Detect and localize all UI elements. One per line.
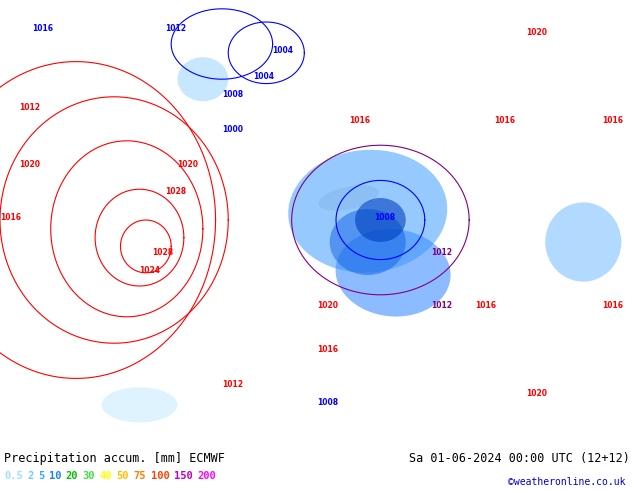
- Ellipse shape: [288, 150, 447, 272]
- Text: 100: 100: [150, 471, 169, 481]
- Text: 1012: 1012: [165, 24, 186, 33]
- Text: 50: 50: [117, 471, 129, 481]
- Text: 1020: 1020: [526, 28, 547, 37]
- Ellipse shape: [545, 202, 621, 282]
- Text: 150: 150: [174, 471, 193, 481]
- Text: 1016: 1016: [495, 116, 515, 125]
- Text: 200: 200: [198, 471, 216, 481]
- Ellipse shape: [330, 209, 406, 275]
- Text: 1020: 1020: [526, 389, 547, 398]
- Text: 1008: 1008: [374, 213, 395, 222]
- Text: 1012: 1012: [222, 380, 243, 389]
- Text: 1004: 1004: [254, 72, 275, 81]
- Text: 0.5: 0.5: [4, 471, 23, 481]
- Text: 1012: 1012: [431, 301, 452, 310]
- Text: 1028: 1028: [152, 248, 173, 257]
- Text: Precipitation accum. [mm] ECMWF: Precipitation accum. [mm] ECMWF: [4, 452, 225, 465]
- Text: 30: 30: [82, 471, 95, 481]
- Text: 1012: 1012: [431, 248, 452, 257]
- Text: 1020: 1020: [178, 160, 198, 169]
- Text: 1020: 1020: [19, 160, 40, 169]
- Text: 1016: 1016: [602, 301, 623, 310]
- Text: 20: 20: [65, 471, 78, 481]
- Text: 1008: 1008: [222, 90, 243, 99]
- Text: 1008: 1008: [317, 398, 338, 407]
- Text: 1016: 1016: [602, 116, 623, 125]
- Text: ©weatheronline.co.uk: ©weatheronline.co.uk: [508, 477, 626, 487]
- Text: 75: 75: [134, 471, 146, 481]
- Text: 10: 10: [48, 471, 61, 481]
- Text: 1020: 1020: [317, 301, 338, 310]
- Ellipse shape: [318, 185, 379, 211]
- Text: 1016: 1016: [476, 301, 496, 310]
- Text: 1016: 1016: [349, 116, 370, 125]
- Text: 40: 40: [100, 471, 112, 481]
- Text: 1016: 1016: [317, 345, 338, 354]
- Text: 1000: 1000: [222, 125, 243, 134]
- Text: 2: 2: [27, 471, 34, 481]
- Ellipse shape: [178, 57, 228, 101]
- Text: 1024: 1024: [139, 266, 160, 275]
- Text: Sa 01-06-2024 00:00 UTC (12+12): Sa 01-06-2024 00:00 UTC (12+12): [409, 452, 630, 465]
- Text: 1028: 1028: [165, 187, 186, 196]
- Ellipse shape: [101, 387, 178, 422]
- Text: 5: 5: [38, 471, 44, 481]
- Ellipse shape: [335, 229, 451, 317]
- Text: 1016: 1016: [0, 213, 21, 222]
- Ellipse shape: [355, 198, 406, 242]
- Text: 1016: 1016: [32, 24, 53, 33]
- Text: 1004: 1004: [273, 46, 294, 55]
- Text: 1012: 1012: [19, 103, 40, 112]
